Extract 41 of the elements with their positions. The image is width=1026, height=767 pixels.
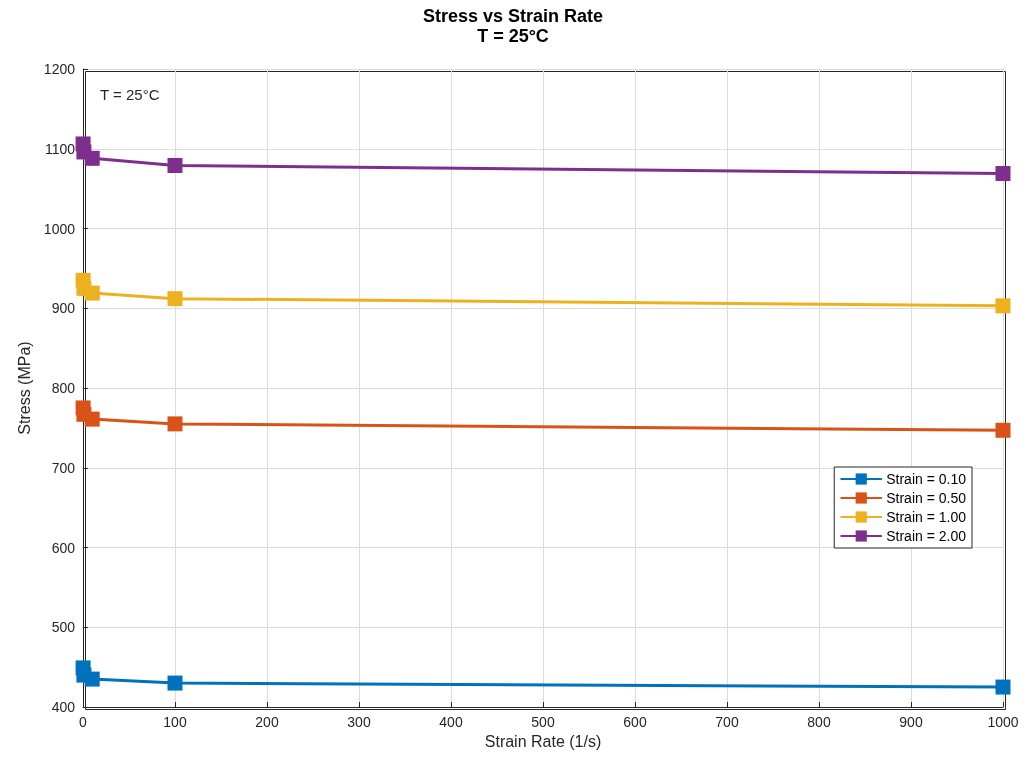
x-tick-label: 300 — [347, 714, 371, 730]
point — [167, 675, 183, 691]
point — [84, 150, 100, 166]
y-tick-label: 500 — [51, 619, 76, 636]
x-tick-label: 400 — [439, 714, 463, 730]
x-tick-label: 800 — [807, 714, 831, 730]
point — [84, 411, 100, 427]
y-tick-label: 800 — [51, 380, 76, 396]
legend-label: Strain = 2.00 — [886, 528, 967, 544]
point — [995, 679, 1011, 695]
x-tick-label: 1000 — [987, 714, 1019, 730]
x-axis-title: Strain Rate (1/s) — [484, 733, 602, 751]
y-tick-label: 400 — [51, 699, 76, 715]
chart-subtitle: T = 25°C — [477, 26, 549, 46]
legend-label: Strain = 1.00 — [886, 509, 967, 525]
point — [167, 416, 183, 432]
x-tick-label: 600 — [623, 714, 647, 730]
point — [84, 671, 100, 687]
point — [167, 291, 183, 307]
x-tick-label: 200 — [255, 714, 279, 730]
x-tick-label: 100 — [163, 714, 187, 730]
x-tick-label: 900 — [899, 714, 923, 730]
point — [995, 422, 1011, 438]
legend-label: Strain = 0.50 — [886, 490, 967, 506]
y-tick-label: 600 — [51, 539, 76, 556]
x-tick-label: 700 — [715, 714, 739, 730]
x-tick-label: 500 — [531, 714, 555, 730]
point — [167, 158, 183, 173]
y-tick-label: 700 — [51, 459, 76, 476]
annotation: T = 25°C — [100, 86, 160, 103]
point — [995, 165, 1011, 181]
y-tick-label: 1000 — [43, 220, 76, 237]
y-tick-label: 1200 — [43, 61, 76, 77]
y-tick-label: 900 — [51, 300, 76, 317]
y-tick-label: 1100 — [44, 140, 76, 157]
legend-label: Strain = 0.10 — [886, 471, 967, 487]
y-axis-title: Stress (MPa) — [16, 341, 34, 435]
point — [84, 285, 100, 301]
x-tick-label: 0 — [79, 714, 88, 730]
point — [995, 298, 1011, 314]
chart-title: Stress vs Strain Rate — [422, 6, 604, 26]
